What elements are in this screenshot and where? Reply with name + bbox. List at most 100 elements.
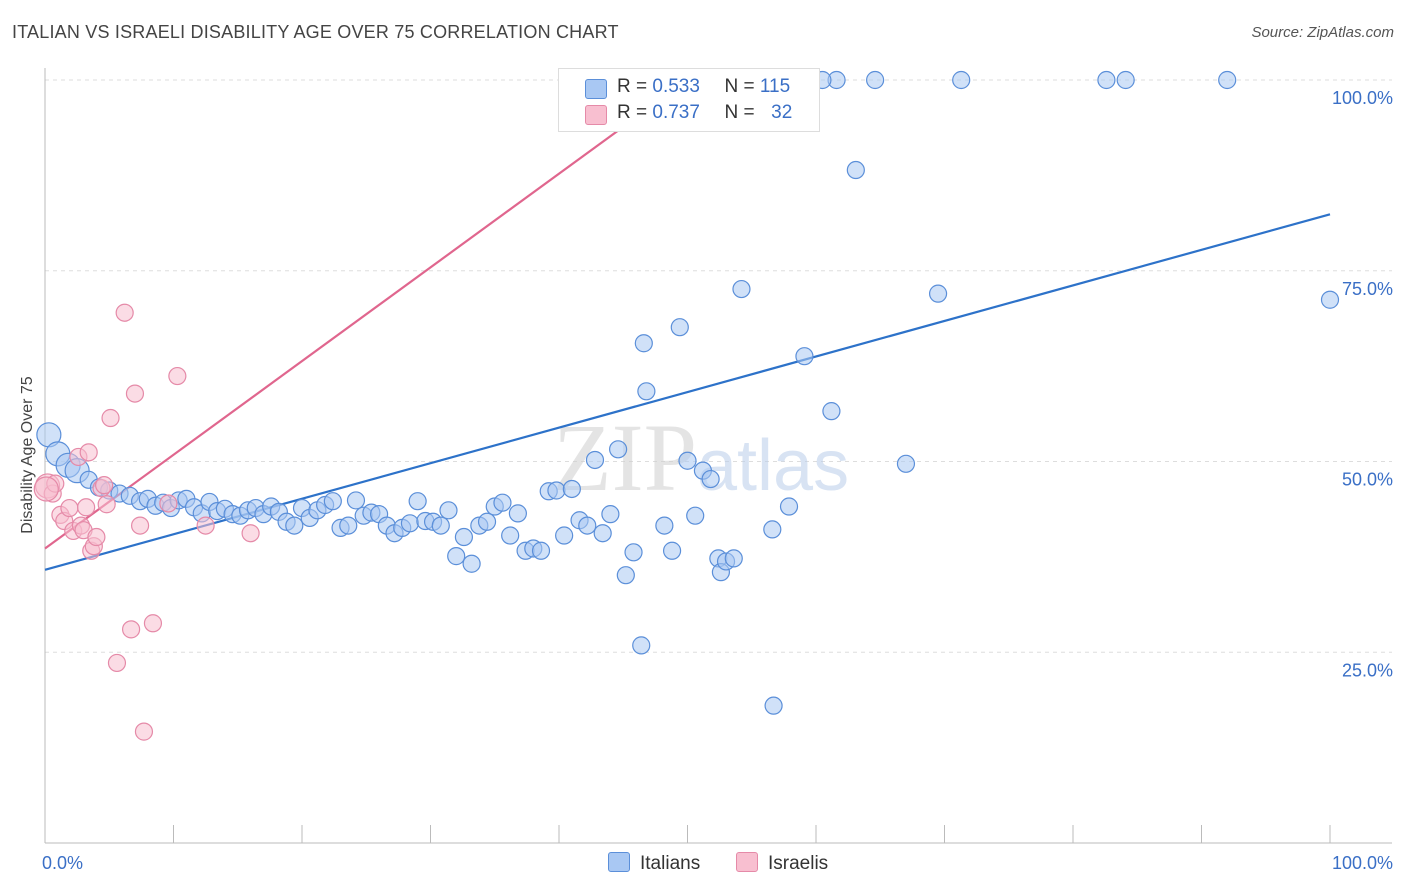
israelis-point [97,495,116,514]
israelis-point [159,494,178,513]
italians-r-value: 0.533 [652,76,700,97]
italians-point [724,549,743,568]
italians-point [732,279,751,299]
italians-point [408,492,427,511]
italians-point [670,318,689,337]
israelis-point [143,614,163,633]
israelis-point [33,476,59,502]
israelis-point [241,524,260,543]
israelis-point [196,516,215,535]
israelis-r-label: R = [617,102,648,123]
israelis-point [134,722,154,741]
chart-title: ITALIAN VS ISRAELI DISABILITY AGE OVER 7… [12,22,619,42]
italians-point [763,520,782,539]
italians-point [779,497,799,516]
legend-text-israelis: R = 0.737 N = 32 [617,102,792,124]
axes [44,68,1392,844]
italians-point [686,506,705,525]
legend-text-italians: R = 0.533 N = 115 [617,76,790,98]
israelis-point [60,498,79,518]
italians-point [896,454,916,473]
italians-point [585,450,605,470]
israelis-n-label: N = [724,102,755,123]
y-tick-label: 100.0% [1332,88,1393,108]
source-label: Source: ZipAtlas.com [1251,24,1394,41]
israelis-point [130,516,150,535]
israelis-legend-swatch [736,852,758,872]
israelis-n-value: 32 [771,102,793,123]
italians-point [1218,70,1237,90]
israelis-point [95,476,114,495]
italians-point [1097,70,1116,90]
italians-point [431,516,450,535]
italians-swatch [585,79,607,99]
italians-point [822,402,841,421]
israelis-legend-label: Israelis [768,853,829,874]
legend-item-israelis: Israelis [736,852,828,875]
israelis-point [121,620,141,639]
italians-point [928,284,948,303]
y-tick-label: 25.0% [1342,660,1393,680]
italians-point [795,347,814,366]
italians-point [454,527,474,547]
y-axis-label: Disability Age Over 75 [19,376,36,534]
israelis-point [87,527,106,547]
italians-point [701,469,720,489]
italians-point [562,479,581,499]
italians-point [678,451,697,470]
israelis-trend-line [44,79,689,550]
y-tick-label: 50.0% [1342,470,1393,490]
italians-point [346,491,366,510]
israelis-point [115,303,134,322]
israelis-point [125,384,145,403]
israelis-point [79,443,98,462]
italians-point [624,543,643,562]
italians-point [400,514,420,533]
italians-point [655,516,674,535]
israelis-point [101,408,120,428]
italians-point [609,440,628,459]
italians-point [555,526,574,545]
italians-point [501,526,520,545]
israelis-points [33,70,624,741]
italians-point [493,493,512,512]
x-tick-label: 0.0% [42,853,83,873]
y-tick-label: 75.0% [1342,279,1393,299]
italians-point [634,334,653,353]
italians-point [531,541,551,560]
italians-n-value: 115 [759,76,791,97]
israelis-point [168,366,187,386]
tick-labels: 25.0% 50.0% 75.0% 100.0% 0.0% 100.0% [42,88,1393,873]
israelis-point [77,498,96,517]
italians-point [866,70,885,90]
italians-legend-swatch [608,852,630,872]
italians-n-label: N = [724,76,755,97]
italians-point [1320,290,1340,309]
italians-point [323,492,342,511]
italians-point [846,160,865,180]
italians-point [952,70,971,90]
italians-point [447,547,466,566]
italians-points [36,70,1340,715]
italians-legend-label: Italians [640,853,701,874]
italians-point [439,501,458,520]
italians-point [547,481,566,500]
italians-point [616,566,635,585]
italians-point [662,541,682,560]
italians-point [285,516,304,535]
italians-point [601,505,620,524]
italians-point [764,696,783,715]
italians-point [578,516,597,535]
italians-point [632,636,651,655]
israelis-swatch [585,105,607,125]
italians-r-label: R = [617,76,648,97]
israelis-r-value: 0.737 [652,102,700,123]
stats-legend: R = 0.533 N = 115 R = 0.737 N = 32 [558,68,820,132]
israelis-point [107,653,127,673]
italians-point [477,512,497,531]
italians-point [1116,70,1135,90]
italians-point [339,516,358,535]
legend-item-italians: Italians [608,852,700,875]
x-tick-label: 100.0% [1332,853,1393,873]
